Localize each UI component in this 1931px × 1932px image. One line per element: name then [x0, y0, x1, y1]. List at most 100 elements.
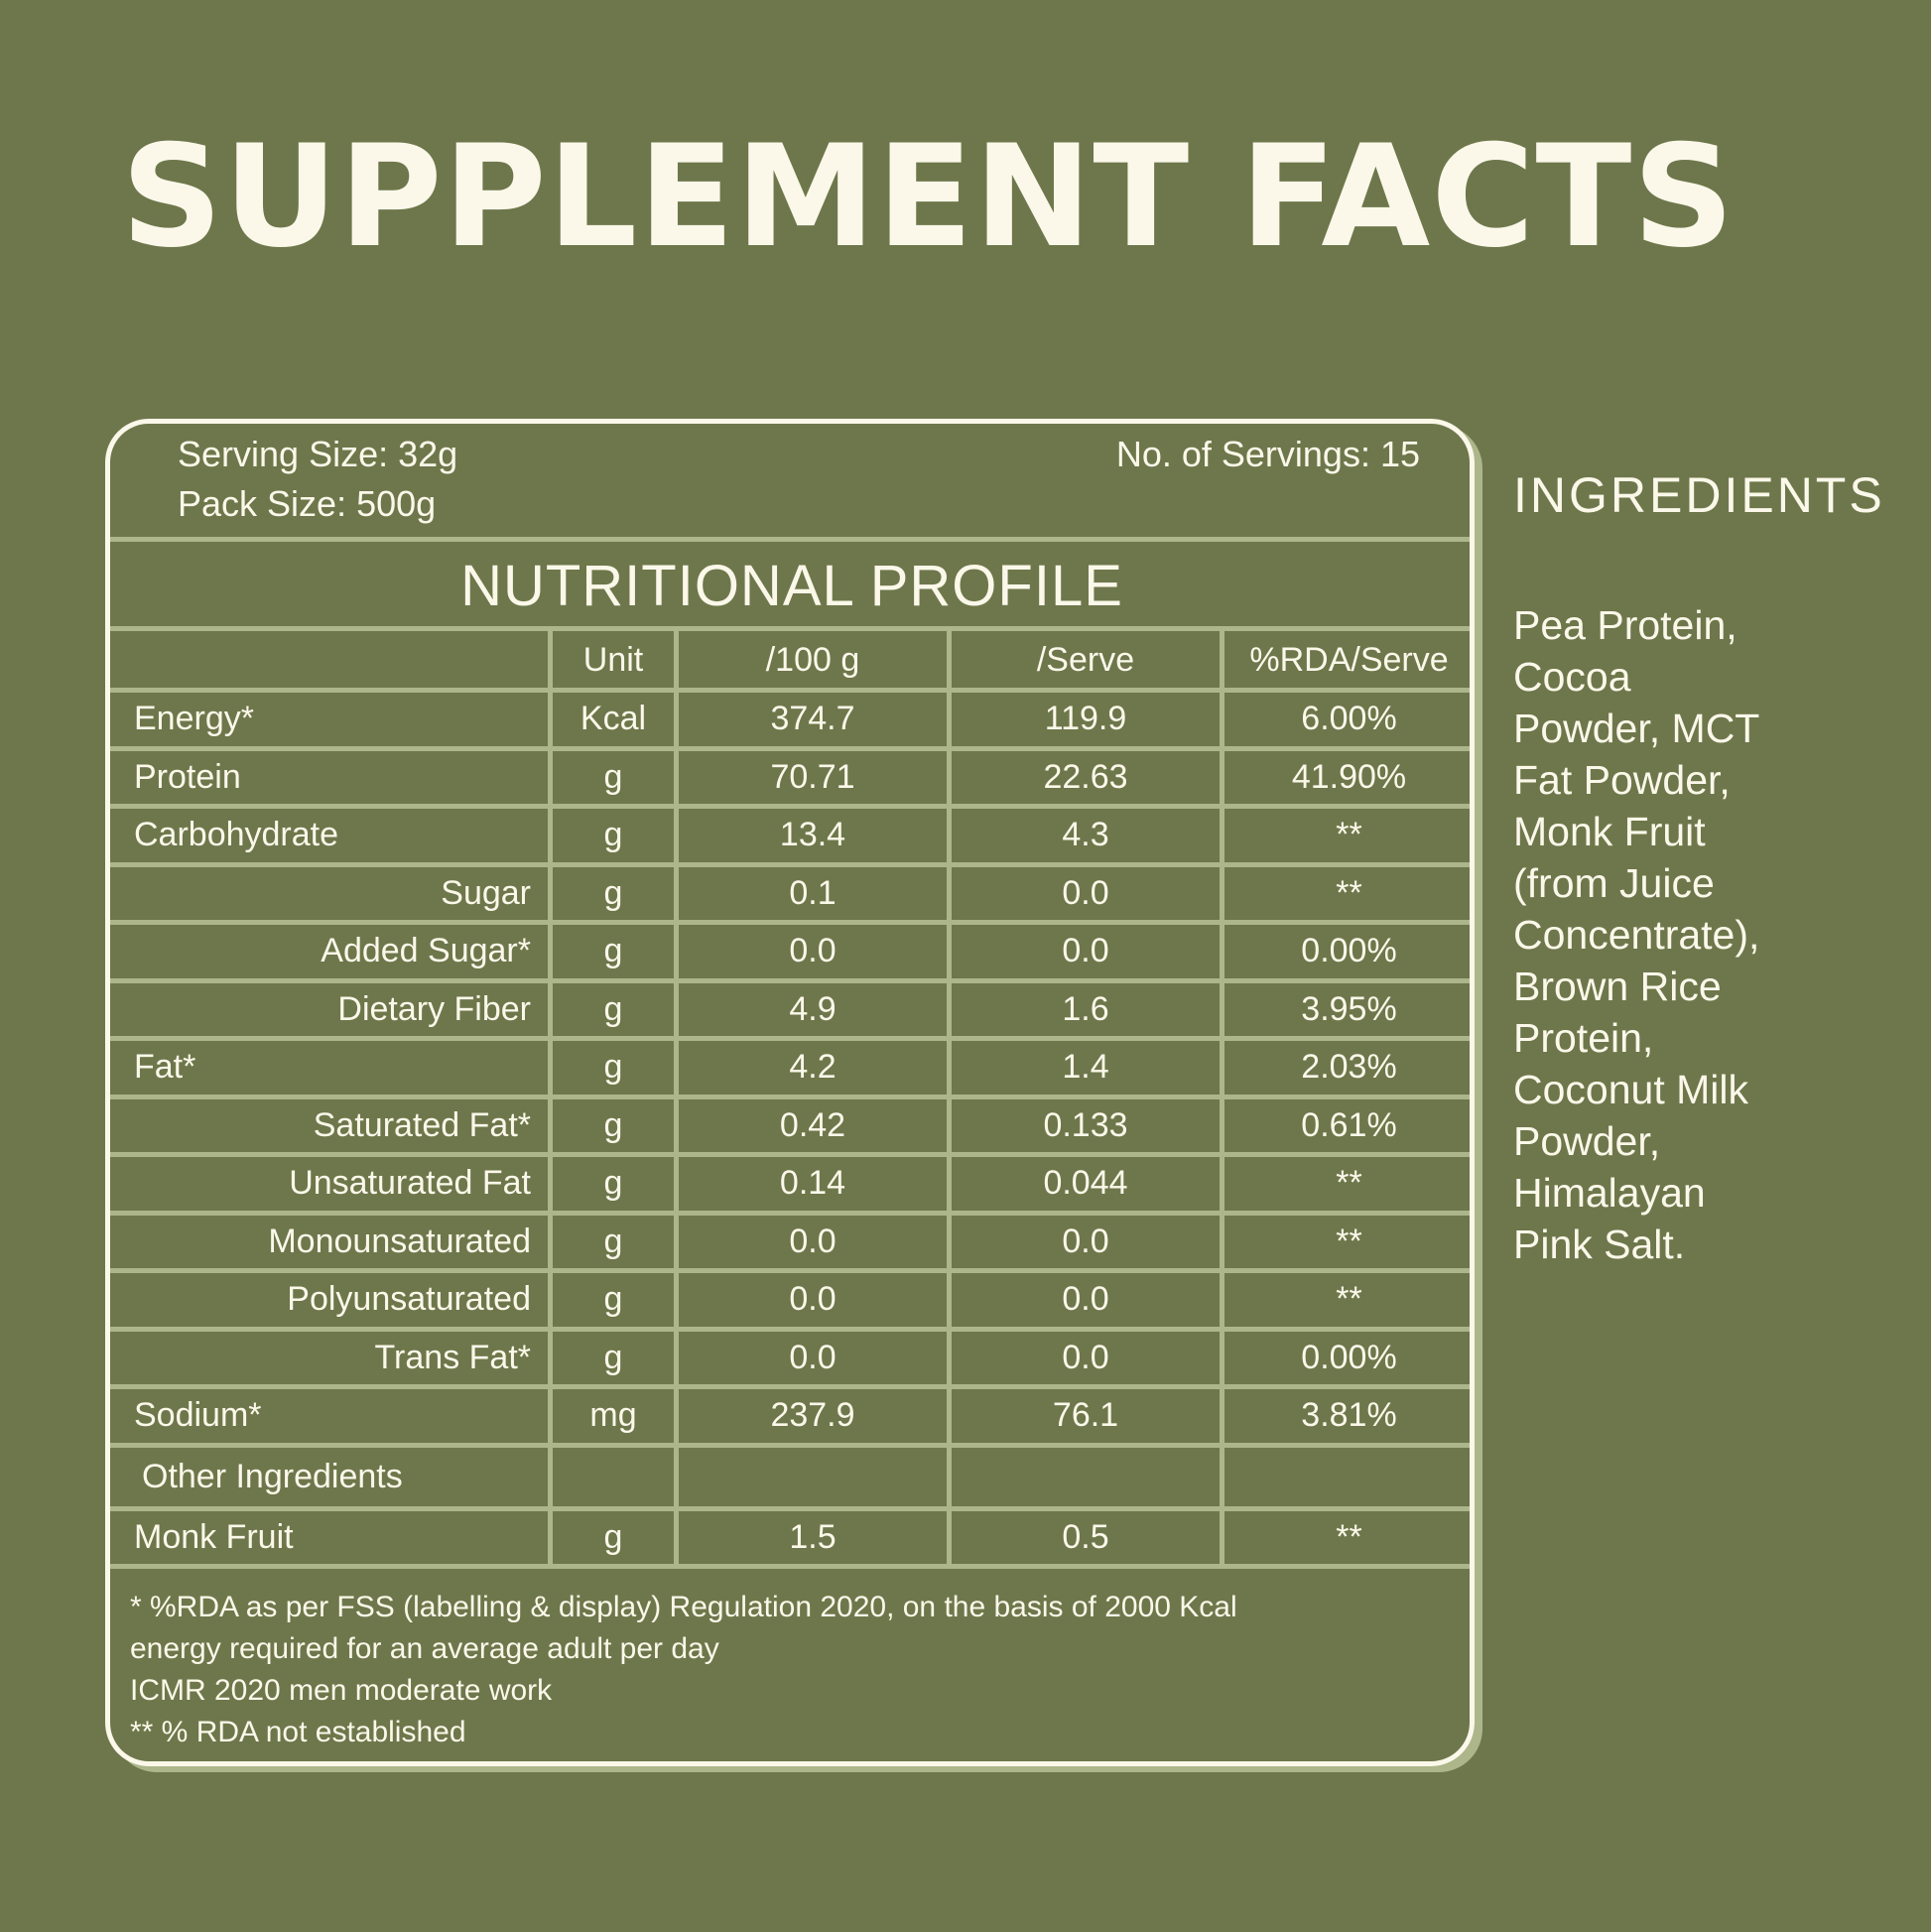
nutrient-rda: ** [1336, 1280, 1362, 1318]
table-row-divider [110, 861, 1470, 867]
column-divider [947, 626, 952, 1567]
nutrient-unit: g [603, 932, 623, 969]
ingredients-title: INGREDIENTS [1513, 467, 1885, 523]
nutrient-per-100g: 0.42 [779, 1105, 846, 1144]
nutrient-rda: ** [1336, 1517, 1362, 1556]
nutrient-rda: ** [1336, 873, 1362, 912]
nutrient-unit: g [603, 1517, 623, 1556]
nutrient-per-serve: 0.0 [1062, 1222, 1109, 1260]
nutrient-name: Sodium* [134, 1396, 262, 1434]
nutrient-per-100g: 4.9 [789, 989, 837, 1028]
table-row-divider [110, 1505, 1470, 1511]
nutrient-name: Energy* [134, 700, 254, 737]
nutrient-name: Sugar [441, 873, 531, 912]
nutrient-per-serve: 0.0 [1062, 1338, 1109, 1376]
column-header-unit: Unit [582, 640, 644, 679]
nutrient-per-serve: 76.1 [1052, 1396, 1119, 1434]
nutrient-per-100g: 237.9 [770, 1396, 855, 1434]
nutrient-rda: 3.81% [1301, 1396, 1397, 1434]
table-row-divider [110, 745, 1470, 751]
nutrient-rda: 41.90% [1291, 757, 1407, 796]
ingredient-line: Cocoa [1513, 654, 1631, 700]
nutrient-per-serve: 119.9 [1044, 700, 1127, 737]
nutrient-unit: g [603, 816, 623, 853]
nutrient-per-100g: 0.0 [789, 932, 837, 969]
nutrient-rda: ** [1336, 1222, 1362, 1260]
nutrient-per-serve: 0.0 [1062, 873, 1109, 912]
footnote-line: ** % RDA not established [130, 1716, 466, 1748]
footnote-line: energy required for an average adult per… [130, 1632, 719, 1665]
number-of-servings: No. of Servings: 15 [1115, 434, 1420, 474]
nutrient-unit: g [603, 757, 623, 796]
table-row-divider [110, 977, 1470, 983]
nutrient-per-100g: 70.71 [770, 757, 855, 796]
serving-size: Serving Size: 32g [178, 434, 458, 474]
nutrient-per-100g: 0.0 [789, 1338, 837, 1376]
ingredients-list: Pea Protein, Cocoa Powder, MCT Fat Powde… [1513, 599, 1910, 1270]
nutrient-name: Trans Fat* [374, 1338, 531, 1376]
ingredient-line: Coconut Milk [1513, 1067, 1748, 1112]
table-row-divider [110, 1326, 1470, 1332]
nutrient-rda: ** [1336, 1164, 1362, 1202]
table-row-divider [110, 1036, 1470, 1041]
divider [110, 626, 1470, 631]
nutrient-per-100g: 13.4 [779, 816, 846, 853]
nutrient-name: Protein [134, 757, 241, 796]
nutrient-unit: g [603, 1222, 623, 1260]
column-header-per-100g: /100 g [765, 640, 860, 679]
nutrient-name: Polyunsaturated [287, 1280, 531, 1318]
nutrient-name: Carbohydrate [134, 816, 339, 853]
nutrient-per-serve: 4.3 [1062, 816, 1109, 853]
nutrient-unit: g [603, 1338, 623, 1376]
nutrient-rda: ** [1336, 816, 1362, 853]
column-divider [674, 626, 679, 1567]
table-row-divider [110, 1564, 1470, 1569]
pack-size: Pack Size: 500g [178, 483, 437, 524]
nutrient-rda: 6.00% [1301, 700, 1397, 737]
nutrient-unit: g [603, 989, 623, 1028]
ingredient-line: Powder, MCT [1513, 706, 1760, 751]
nutrient-per-100g: 0.14 [779, 1164, 846, 1202]
column-divider [548, 626, 553, 1567]
table-row-divider [110, 1384, 1470, 1389]
nutrient-per-serve: 0.133 [1043, 1105, 1128, 1144]
ingredient-line: Monk Fruit [1513, 809, 1706, 854]
ingredient-line: Powder, [1513, 1118, 1661, 1164]
nutrient-rda: 0.61% [1301, 1105, 1397, 1144]
ingredient-line: Brown Rice [1513, 964, 1722, 1009]
column-header-rda-per-serve: %RDA/Serve [1249, 640, 1449, 679]
table-row-divider [110, 1094, 1470, 1099]
nutrient-per-100g: 1.5 [789, 1517, 837, 1556]
other-ingredients-label: Other Ingredients [142, 1457, 403, 1495]
nutrient-unit: g [603, 873, 623, 912]
nutrient-unit: Kcal [579, 700, 647, 737]
nutrient-unit: g [603, 1105, 623, 1144]
nutrient-per-100g: 0.0 [789, 1222, 837, 1260]
ingredient-line: Fat Powder, [1513, 757, 1731, 803]
table-row-divider [110, 1210, 1470, 1216]
ingredient-line: Pink Salt. [1513, 1222, 1686, 1267]
table-row-divider [110, 804, 1470, 809]
nutrient-name: Fat* [134, 1048, 196, 1086]
table-row-divider [110, 920, 1470, 925]
nutrient-name: Saturated Fat* [313, 1105, 531, 1144]
nutrient-name: Monk Fruit [134, 1517, 294, 1556]
footnote-line: ICMR 2020 men moderate work [130, 1674, 553, 1707]
nutrient-per-serve: 22.63 [1043, 757, 1128, 796]
nutrient-name: Added Sugar* [321, 932, 531, 969]
nutrient-unit: mg [589, 1396, 637, 1434]
footnote-line: * %RDA as per FSS (labelling & display) … [130, 1591, 1237, 1623]
column-header-per-serve: /Serve [1036, 640, 1135, 679]
nutrient-unit: g [603, 1280, 623, 1318]
nutrient-per-100g: 4.2 [789, 1048, 837, 1086]
ingredient-line: Himalayan [1513, 1170, 1706, 1216]
ingredient-line: Concentrate), [1513, 912, 1760, 958]
table-row-divider [110, 1268, 1470, 1273]
nutrient-rda: 2.03% [1301, 1048, 1397, 1086]
nutrient-per-serve: 0.5 [1062, 1517, 1109, 1556]
nutrient-per-serve: 1.6 [1062, 989, 1109, 1028]
nutrient-rda: 3.95% [1301, 989, 1397, 1028]
page-title: SUPPLEMENT FACTS [121, 115, 1736, 279]
nutrient-per-100g: 0.0 [789, 1280, 837, 1318]
nutrient-rda: 0.00% [1301, 932, 1397, 969]
